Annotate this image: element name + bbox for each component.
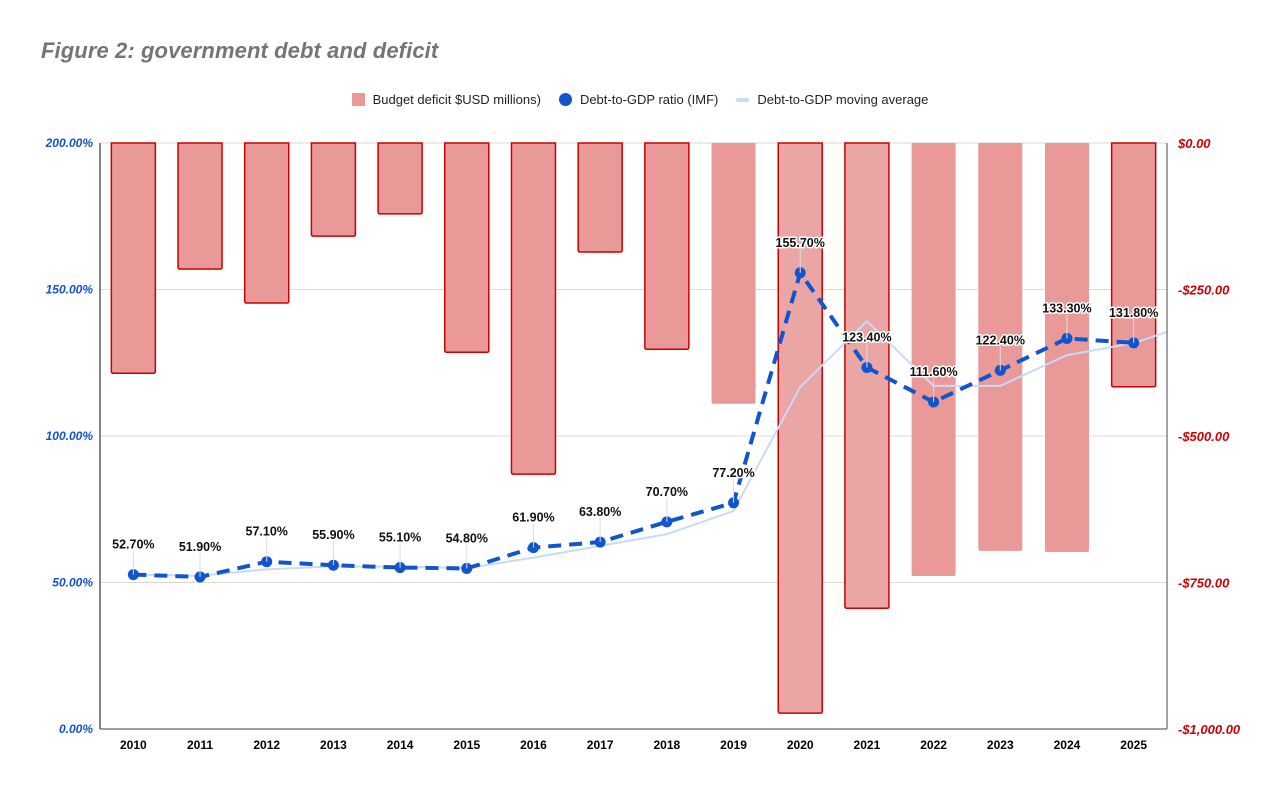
debt-to-gdp-data-label: 63.80% <box>579 505 621 519</box>
legend-dot-swatch-icon <box>558 93 572 106</box>
right-axis-tick-label: -$750.00 <box>1178 576 1230 591</box>
debt-to-gdp-data-label: 61.90% <box>512 511 554 525</box>
x-axis-tick-label: 2014 <box>387 738 414 752</box>
legend-item-debt-to-gdp[interactable]: Debt-to-GDP ratio (IMF) <box>558 92 719 107</box>
debt-to-gdp-data-label: 55.90% <box>312 528 354 542</box>
debt-to-gdp-data-label: 57.10% <box>246 525 288 539</box>
deficit-bar <box>110 142 157 375</box>
deficit-bar <box>711 143 756 404</box>
legend: Budget deficit $USD millions) Debt-to-GD… <box>0 92 1280 107</box>
debt-to-gdp-data-label: 122.40% <box>976 333 1025 347</box>
x-axis-tick-label: 2019 <box>720 738 747 752</box>
deficit-bars <box>110 142 1157 714</box>
legend-item-moving-average[interactable]: Debt-to-GDP moving average <box>736 92 928 107</box>
debt-to-gdp-data-label: 131.80% <box>1109 306 1158 320</box>
right-axis-tick-label: -$250.00 <box>1178 283 1230 298</box>
x-axis-tick-label: 2010 <box>120 738 147 752</box>
right-axis-tick-label: $0.00 <box>1177 136 1211 151</box>
moving-average-line <box>133 320 1168 577</box>
debt-to-gdp-data-label: 111.60% <box>910 365 958 379</box>
deficit-bar <box>444 142 490 353</box>
deficit-bar <box>1044 143 1089 553</box>
data-labels: 52.70% 51.90% 57.10% 55.90% 55.10% 54.80% 61.9… <box>111 234 1160 577</box>
deficit-bar <box>577 142 623 253</box>
x-axis-tick-label: 2013 <box>320 738 347 752</box>
deficit-bar <box>777 142 823 714</box>
deficit-bar <box>177 142 223 270</box>
debt-to-gdp-data-label: 54.80% <box>446 531 488 545</box>
left-axis-tick-label: 100.00% <box>46 429 94 443</box>
deficit-bar <box>1110 142 1157 388</box>
deficit-bar <box>644 142 690 351</box>
x-axis-tick-label: 2024 <box>1054 738 1081 752</box>
debt-to-gdp-data-label: 77.20% <box>712 466 754 480</box>
deficit-bar <box>310 142 357 237</box>
left-axis-tick-label: 150.00% <box>46 283 94 297</box>
debt-to-gdp-data-label: 155.70% <box>776 236 825 250</box>
legend-label: Debt-to-GDP moving average <box>757 92 929 107</box>
deficit-bar <box>510 142 557 475</box>
debt-to-gdp-data-label: 55.10% <box>379 531 421 545</box>
moving-average-series <box>133 320 1168 577</box>
deficit-bar <box>911 143 956 577</box>
legend-label: Debt-to-GDP ratio (IMF) <box>579 92 719 107</box>
debt-to-gdp-line <box>133 268 1134 579</box>
x-axis-tick-label: 2016 <box>520 738 547 752</box>
right-axis-tick-label: -$500.00 <box>1178 429 1230 444</box>
debt-to-gdp-data-label: 51.90% <box>179 540 221 554</box>
left-axis-tick-label: 0.00% <box>59 722 93 736</box>
debt-to-gdp-data-label: 123.40% <box>842 330 891 344</box>
legend-item-budget-deficit[interactable]: Budget deficit $USD millions) <box>351 92 541 107</box>
x-axis-tick-label: 2025 <box>1120 738 1147 752</box>
left-axis-tick-label: 200.00% <box>45 136 94 150</box>
legend-line-swatch-icon <box>736 97 750 102</box>
x-axis-tick-label: 2011 <box>187 738 213 752</box>
x-axis-tick-label: 2018 <box>653 738 680 752</box>
x-axis-tick-label: 2012 <box>253 738 280 752</box>
axes: 0.00% -$1,000.00 50.00% -$750.00 100.00% -$50… <box>45 136 1241 752</box>
x-axis-tick-label: 2021 <box>854 738 881 752</box>
left-axis-tick-label: 50.00% <box>52 576 93 590</box>
debt-to-gdp-data-label: 52.70% <box>112 538 154 552</box>
x-axis-tick-label: 2017 <box>587 738 614 752</box>
deficit-bar <box>243 142 290 304</box>
deficit-bar <box>844 142 890 610</box>
chart-title: Figure 2: government debt and deficit <box>41 38 439 63</box>
deficit-bar <box>377 142 423 215</box>
right-axis-tick-label: -$1,000.00 <box>1178 722 1241 737</box>
x-axis-tick-label: 2015 <box>453 738 480 752</box>
debt-to-gdp-data-label: 70.70% <box>646 485 688 499</box>
x-axis-tick-label: 2022 <box>920 738 947 752</box>
debt-to-gdp-data-label: 133.30% <box>1042 301 1091 315</box>
legend-bar-swatch-icon <box>351 93 365 106</box>
x-axis-tick-label: 2023 <box>987 738 1014 752</box>
x-axis-tick-label: 2020 <box>787 738 814 752</box>
legend-label: Budget deficit $USD millions) <box>372 92 541 107</box>
